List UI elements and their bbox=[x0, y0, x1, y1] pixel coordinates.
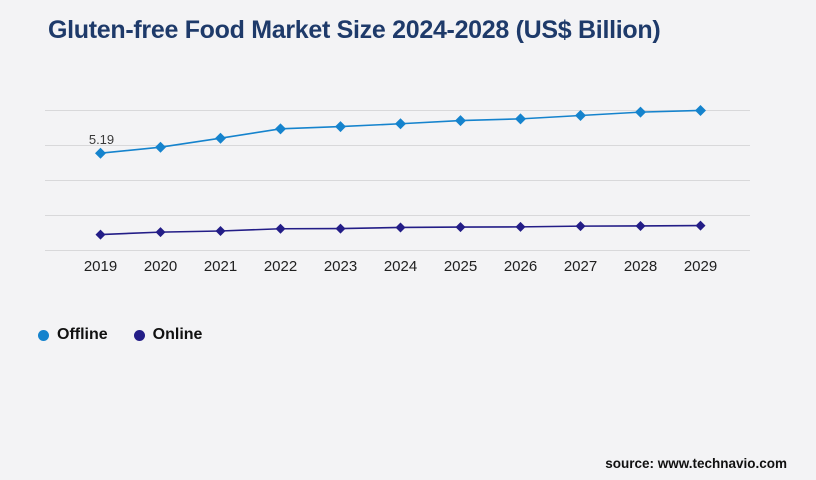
data-label: 5.19 bbox=[89, 132, 114, 147]
legend-item-online[interactable]: Online bbox=[133, 326, 203, 344]
chart-legend: Offline Online bbox=[38, 326, 202, 344]
x-axis-label-2026: 2026 bbox=[504, 258, 537, 275]
chart-title: Gluten-free Food Market Size 2024-2028 (… bbox=[48, 16, 661, 44]
x-axis-label-2021: 2021 bbox=[204, 258, 237, 275]
x-axis-label-2027: 2027 bbox=[564, 258, 597, 275]
data-point-offline-2023 bbox=[335, 121, 346, 133]
legend-marker-icon bbox=[38, 329, 49, 341]
x-axis-label-2029: 2029 bbox=[684, 258, 717, 275]
x-axis-label-2019: 2019 bbox=[84, 258, 117, 275]
legend-label: Online bbox=[152, 326, 203, 343]
data-point-offline-2026 bbox=[515, 113, 526, 125]
data-point-online-2024 bbox=[395, 222, 406, 233]
x-axis-label-2020: 2020 bbox=[144, 258, 177, 275]
series-line-offline bbox=[100, 109, 701, 154]
data-point-offline-2029 bbox=[695, 104, 706, 116]
data-point-online-2022 bbox=[275, 223, 286, 234]
data-point-online-2020 bbox=[155, 227, 166, 238]
data-point-online-2027 bbox=[575, 221, 586, 232]
data-point-online-2021 bbox=[215, 226, 226, 236]
x-axis-label-2023: 2023 bbox=[324, 258, 357, 275]
data-point-offline-2019 bbox=[95, 147, 106, 159]
legend-item-offline[interactable]: Offline bbox=[38, 326, 108, 344]
data-point-offline-2028 bbox=[635, 106, 646, 118]
data-point-online-2019 bbox=[95, 229, 106, 240]
data-point-online-2026 bbox=[515, 221, 526, 232]
data-point-offline-2024 bbox=[395, 118, 406, 130]
x-axis-label-2025: 2025 bbox=[444, 258, 477, 275]
data-point-online-2023 bbox=[335, 223, 346, 234]
source-attribution: source: www.technavio.com bbox=[605, 456, 787, 471]
data-point-offline-2021 bbox=[215, 132, 226, 144]
data-point-online-2025 bbox=[455, 222, 466, 233]
data-point-offline-2025 bbox=[455, 115, 466, 127]
legend-label: Offline bbox=[57, 326, 108, 343]
data-point-online-2029 bbox=[695, 220, 706, 231]
x-axis-label-2024: 2024 bbox=[384, 258, 417, 275]
x-axis-label-2028: 2028 bbox=[624, 258, 657, 275]
legend-marker-icon bbox=[133, 329, 145, 341]
data-point-offline-2027 bbox=[575, 110, 586, 121]
x-axis-label-2022: 2022 bbox=[264, 258, 297, 275]
data-point-offline-2022 bbox=[275, 123, 286, 135]
data-point-online-2028 bbox=[635, 220, 646, 231]
data-point-offline-2020 bbox=[155, 141, 166, 153]
